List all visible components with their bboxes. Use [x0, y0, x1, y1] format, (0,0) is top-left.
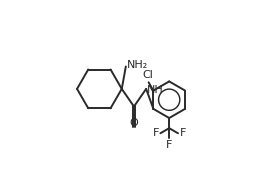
Text: F: F: [180, 128, 186, 138]
Text: O: O: [130, 118, 138, 128]
Text: NH: NH: [147, 85, 164, 95]
Text: F: F: [152, 128, 159, 138]
Text: Cl: Cl: [143, 70, 153, 80]
Text: F: F: [166, 140, 172, 150]
Text: NH₂: NH₂: [127, 60, 148, 70]
